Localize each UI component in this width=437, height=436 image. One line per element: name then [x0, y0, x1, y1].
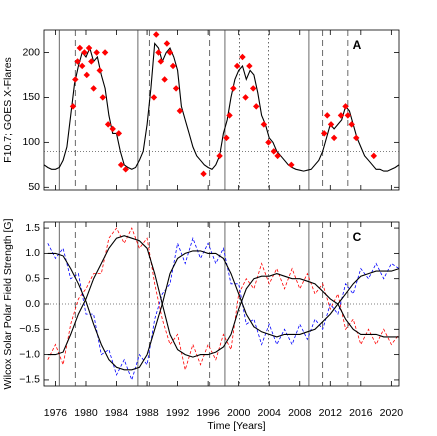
flare-marker: [344, 112, 352, 119]
flare-marker: [85, 44, 93, 52]
panel-label: C: [353, 230, 362, 244]
flare-marker: [265, 139, 272, 146]
flare-marker: [342, 103, 349, 110]
flare-marker: [270, 148, 278, 155]
flare-marker: [163, 40, 171, 47]
flare-marker: [348, 121, 355, 128]
flare-marker: [239, 53, 246, 61]
x-axis-label: Time [Years]: [207, 420, 265, 432]
flare-marker: [93, 49, 100, 56]
x-tick-label: 2008: [288, 407, 312, 419]
y-tick-label: 1.5: [25, 222, 40, 234]
flare-marker: [330, 134, 338, 142]
flare-marker: [176, 107, 184, 115]
flare-marker: [230, 85, 237, 92]
flare-marker: [370, 152, 378, 160]
flare-marker: [246, 62, 253, 70]
flare-marker: [216, 152, 223, 160]
flare-marker: [169, 62, 177, 70]
flare-marker: [166, 49, 174, 56]
x-tick-label: 2016: [349, 407, 373, 419]
y-axis-label: Wilcox Solar Polar Field Strength [G]: [2, 218, 14, 389]
y-tick-label: 200: [22, 46, 40, 58]
flare-marker: [83, 71, 90, 79]
x-tick-label: 1992: [166, 407, 190, 419]
flare-marker: [157, 58, 165, 65]
y-tick-label: 150: [22, 91, 40, 103]
series-line: [47, 227, 400, 372]
flare-marker: [90, 85, 97, 92]
flare-marker: [223, 134, 230, 142]
x-tick-label: 1996: [196, 407, 220, 419]
flare-marker: [76, 44, 84, 52]
y-tick-label: −0.5: [19, 323, 40, 335]
flare-marker: [78, 62, 86, 70]
x-tick-label: 1980: [74, 407, 98, 419]
flare-marker: [226, 112, 233, 119]
series-line: [47, 235, 399, 358]
flare-marker: [117, 161, 125, 169]
flare-marker: [324, 112, 331, 119]
flare-marker: [88, 58, 95, 65]
flare-marker: [172, 85, 180, 92]
flare-marker: [150, 94, 158, 101]
flare-marker: [99, 94, 107, 101]
flare-marker: [74, 58, 81, 65]
flare-marker: [115, 130, 123, 137]
x-tick-label: 1984: [105, 407, 129, 419]
x-tick-label: 1988: [135, 407, 159, 419]
flare-marker: [233, 62, 241, 70]
panel-label: A: [353, 38, 362, 52]
series-line: [47, 250, 400, 371]
x-tick-label: 2000: [227, 407, 251, 419]
x-tick-label: 2020: [380, 407, 404, 419]
y-tick-label: 0.0: [25, 298, 40, 310]
flare-marker: [153, 31, 160, 38]
y-tick-label: −1.0: [19, 348, 40, 360]
y-tick-label: 0.5: [25, 272, 40, 284]
flare-marker: [274, 152, 281, 160]
flare-marker: [337, 112, 345, 119]
flare-marker: [200, 170, 207, 178]
y-tick-label: 1.0: [25, 247, 40, 259]
flare-marker: [242, 94, 249, 101]
plot-frame: [43, 29, 400, 191]
flare-marker: [109, 125, 116, 133]
series-line: [43, 42, 400, 172]
flare-marker: [96, 67, 103, 74]
y-tick-label: 100: [22, 136, 40, 148]
x-tick-label: 2012: [319, 407, 343, 419]
flare-marker: [288, 161, 295, 169]
flare-marker: [104, 121, 112, 128]
flare-marker: [69, 103, 77, 110]
y-tick-label: 50: [28, 181, 40, 193]
y-tick-label: −1.5: [19, 374, 40, 386]
series-line: [47, 236, 400, 382]
flare-marker: [260, 121, 268, 128]
flare-marker: [249, 85, 257, 92]
flare-marker: [161, 76, 168, 83]
flare-marker: [122, 166, 129, 173]
y-axis-label: F10.7; GOES X-Flares: [2, 57, 14, 163]
flare-marker: [353, 134, 360, 142]
flare-marker: [327, 121, 335, 128]
flare-marker: [72, 76, 79, 83]
flare-marker: [155, 49, 162, 56]
x-tick-label: 2004: [258, 407, 282, 419]
flare-marker: [81, 49, 88, 56]
flare-marker: [253, 103, 260, 110]
x-tick-label: 1976: [44, 407, 68, 419]
flare-marker: [101, 49, 109, 56]
flare-marker: [320, 130, 328, 137]
